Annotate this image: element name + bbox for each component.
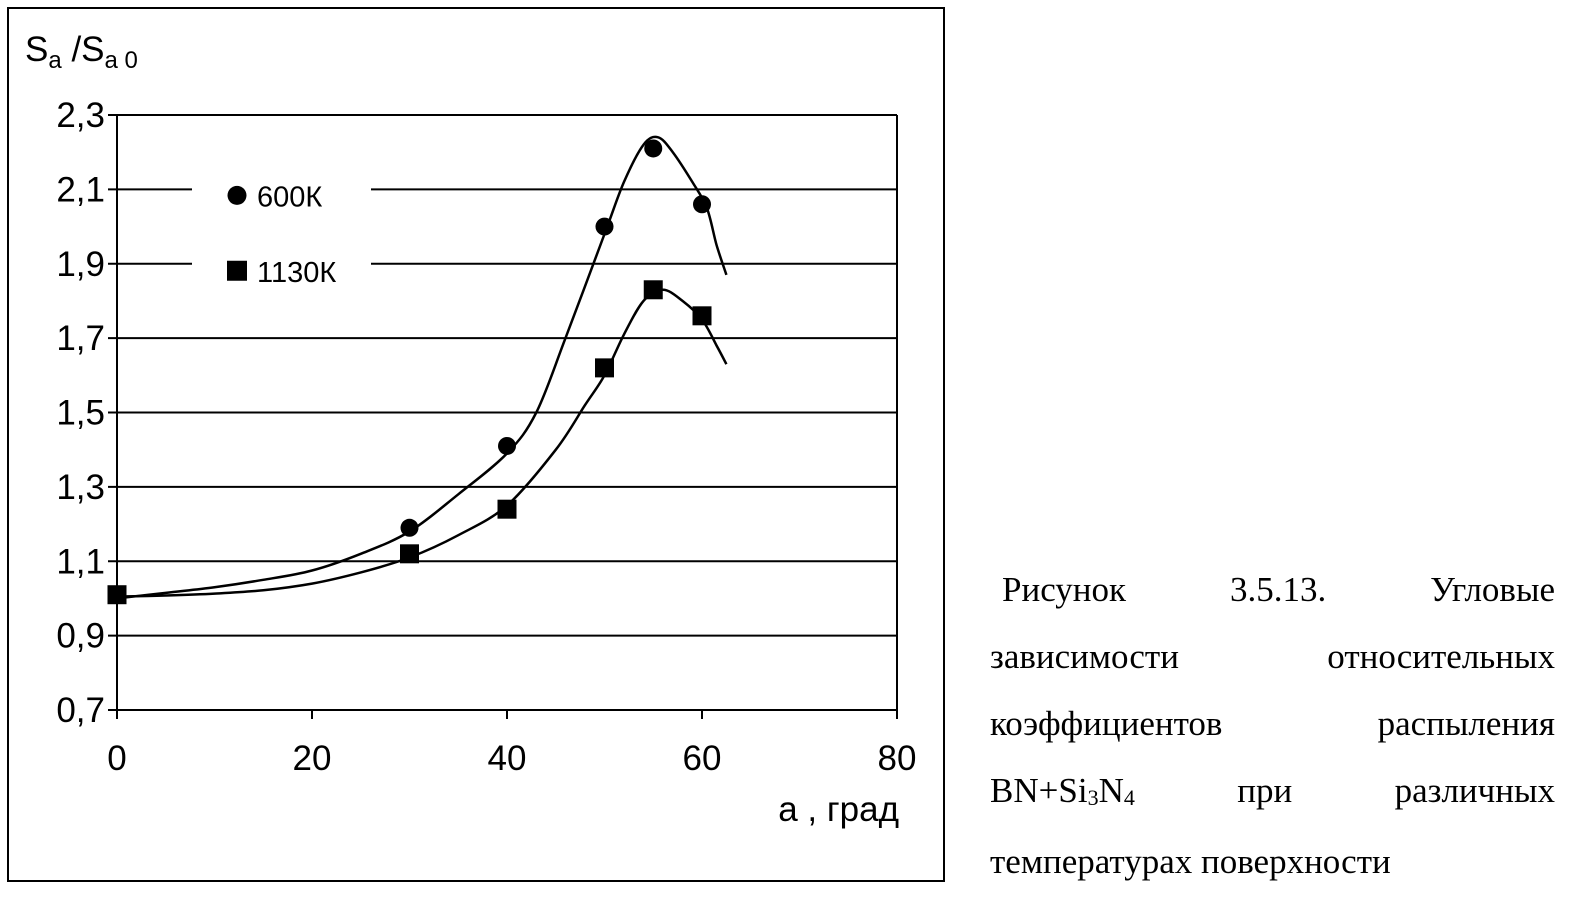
legend-layer: 600К 1130К <box>227 181 336 289</box>
y-axis-title: Sa /Sa 0 <box>25 30 138 74</box>
chart-svg: 600К 1130К 0,7 0,9 1,1 1,3 1,5 1,7 1,9 2,1 2,3 0 20… <box>25 30 916 829</box>
marker-1130К-point <box>107 585 127 605</box>
x-tick-label: 60 <box>683 739 722 778</box>
chart-frame: 600К 1130К 0,7 0,9 1,1 1,3 1,5 1,7 1,9 2,1 2,3 0 20… <box>7 7 945 882</box>
y-axis-title-sub1: a <box>48 47 62 74</box>
x-tick-label: 40 <box>488 739 527 778</box>
y-axis-title-sub2: a 0 <box>105 47 138 74</box>
y-tick-label: 0,9 <box>56 617 105 656</box>
marker-600К-point <box>595 217 614 236</box>
y-tick-label: 1,1 <box>56 542 105 581</box>
axes-layer <box>108 114 898 719</box>
y-tick-label: 1,9 <box>56 245 105 284</box>
series-curve-1 <box>116 135 728 600</box>
curves-layer <box>116 135 728 600</box>
labels-layer: 0,7 0,9 1,1 1,3 1,5 1,7 1,9 2,1 2,3 0 20 40 60 80 <box>56 96 916 778</box>
y-tick-label: 1,7 <box>56 319 105 358</box>
caption-sub-1: 3 <box>1087 785 1099 810</box>
y-tick-label: 1,3 <box>56 468 105 507</box>
legend-label-2: 1130К <box>257 257 336 289</box>
marker-1130К-point <box>400 544 419 564</box>
marker-1130К-point <box>692 306 712 326</box>
caption-text-mid: N <box>1098 771 1124 810</box>
marker-1130К-point <box>595 358 614 378</box>
legend-marker-2 <box>227 260 247 281</box>
series-curve-2 <box>116 288 728 598</box>
legend-marker-1 <box>227 185 247 205</box>
y-axis-title-sep: /S <box>62 30 105 69</box>
marker-600К-point <box>644 139 663 158</box>
figure-caption: Рисунок 3.5.13. Угловые зависимости отно… <box>990 556 1555 895</box>
marker-600К-point <box>498 436 516 455</box>
y-tick-label: 1,5 <box>56 394 105 433</box>
x-tick-label: 80 <box>878 739 917 778</box>
grid-layer <box>117 114 897 637</box>
caption-text-before: Рисунок 3.5.13. Угловые зависимости отно… <box>990 570 1555 810</box>
y-tick-label: 2,3 <box>56 96 105 135</box>
x-axis-title: a , град <box>778 790 899 829</box>
marker-1130К-point <box>643 280 663 300</box>
marker-600К-point <box>400 518 419 537</box>
y-axis-title-main: S <box>25 30 48 69</box>
legend-label-1: 600К <box>257 181 322 213</box>
caption-text-after: при различных температурах поверхности <box>990 771 1555 881</box>
y-tick-label: 2,1 <box>56 170 105 209</box>
y-tick-label: 0,7 <box>56 691 105 730</box>
caption-sub-2: 4 <box>1123 785 1135 810</box>
marker-1130К-point <box>497 499 517 519</box>
markers-layer <box>107 139 712 605</box>
x-tick-label: 0 <box>107 739 126 778</box>
x-tick-label: 20 <box>293 739 332 778</box>
marker-600К-point <box>693 195 711 214</box>
